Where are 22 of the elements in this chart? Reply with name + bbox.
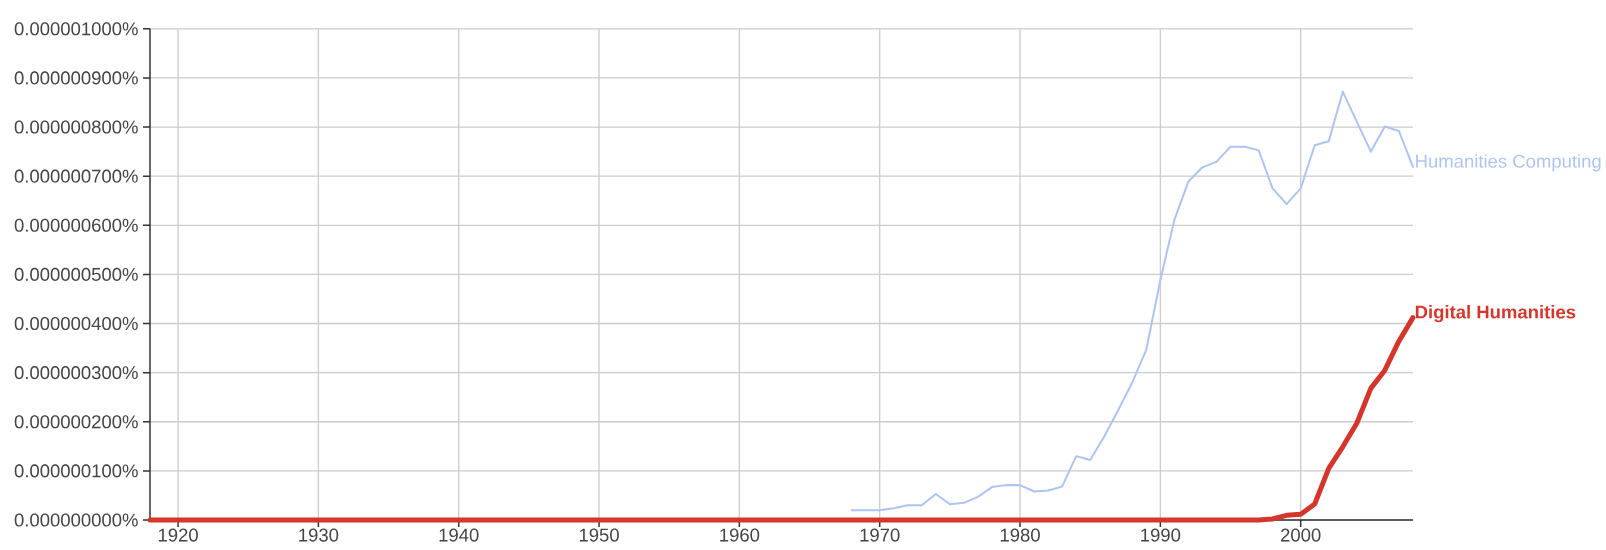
x-tick-label: 1940 bbox=[439, 528, 479, 542]
y-tick-label: 0.000000600% bbox=[14, 218, 138, 232]
y-tick-label: 0.000000800% bbox=[14, 120, 138, 134]
x-tick-label: 2000 bbox=[1281, 528, 1321, 542]
x-tick-label: 1960 bbox=[720, 528, 760, 542]
y-tick-label: 0.000000500% bbox=[14, 267, 138, 281]
y-tick-label: 0.000000100% bbox=[14, 464, 138, 478]
x-tick-label: 1980 bbox=[1000, 528, 1040, 542]
series-label: Humanities Computing bbox=[1416, 154, 1601, 172]
y-tick-label: 0.000000200% bbox=[14, 415, 138, 429]
y-tick-label: 0.000000000% bbox=[14, 513, 138, 527]
y-tick-label: 0.000000300% bbox=[14, 366, 138, 380]
y-tick-label: 0.000000400% bbox=[14, 316, 138, 331]
x-tick-label: 1990 bbox=[1141, 528, 1181, 542]
y-tick-label: 0.000001000% bbox=[14, 22, 138, 36]
x-tick-label: 1950 bbox=[579, 528, 619, 542]
series-label: Digital Humanities bbox=[1415, 304, 1576, 323]
x-tick-label: 1930 bbox=[299, 528, 339, 542]
x-tick-label: 1920 bbox=[158, 528, 198, 542]
y-tick-label: 0.000000700% bbox=[14, 169, 138, 183]
x-tick-label: 1970 bbox=[860, 528, 900, 542]
y-tick-label: 0.000000900% bbox=[14, 71, 138, 85]
